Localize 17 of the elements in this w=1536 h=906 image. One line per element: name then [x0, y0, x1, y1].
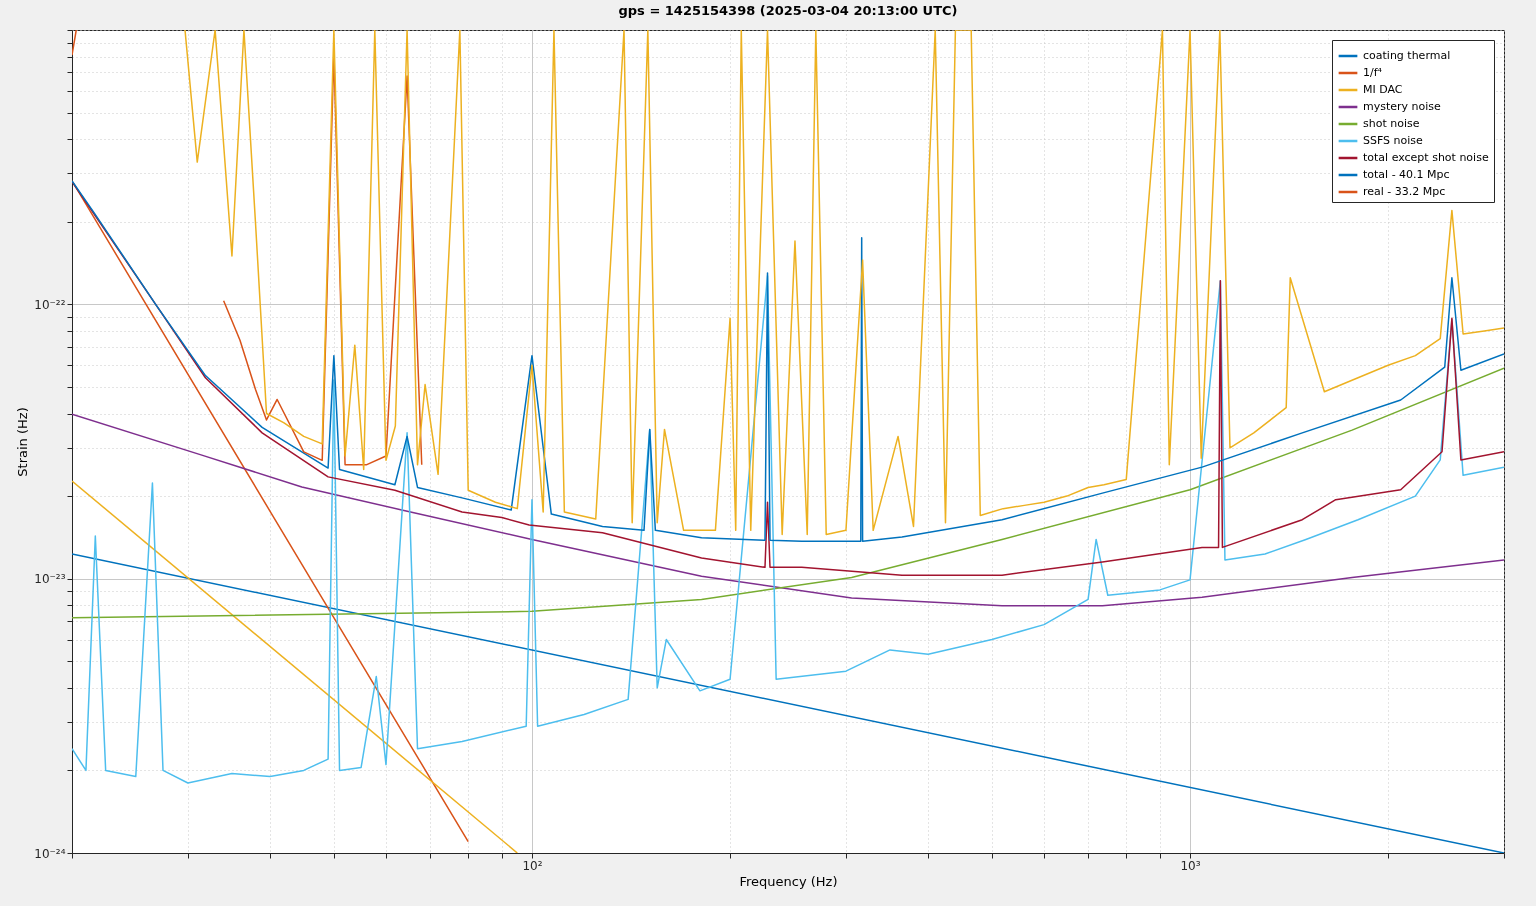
chart-title: gps = 1425154398 (2025-03-04 20:13:00 UTC)	[618, 3, 958, 18]
legend-label: total except shot noise	[1363, 151, 1489, 164]
x-tick-label: 10³	[1180, 858, 1201, 873]
legend-label: coating thermal	[1363, 49, 1451, 62]
legend-label: SSFS noise	[1363, 134, 1424, 147]
legend-label: total - 40.1 Mpc	[1363, 168, 1450, 181]
legend-label: MI DAC	[1363, 83, 1403, 96]
y-tick-label: 10⁻²²	[34, 297, 66, 312]
legend-label: shot noise	[1363, 117, 1420, 130]
x-axis-title: Frequency (Hz)	[739, 873, 838, 889]
y-axis-title: Strain (Hz)	[15, 407, 31, 477]
legend-label: mystery noise	[1363, 100, 1442, 113]
x-tick-label: 10²	[522, 858, 543, 873]
y-tick-label: 10⁻²⁴	[34, 846, 66, 861]
y-tick-label: 10⁻²³	[34, 572, 66, 587]
legend-label: 1/f⁴	[1363, 66, 1383, 79]
legend-label: real - 33.2 Mpc	[1363, 185, 1446, 198]
